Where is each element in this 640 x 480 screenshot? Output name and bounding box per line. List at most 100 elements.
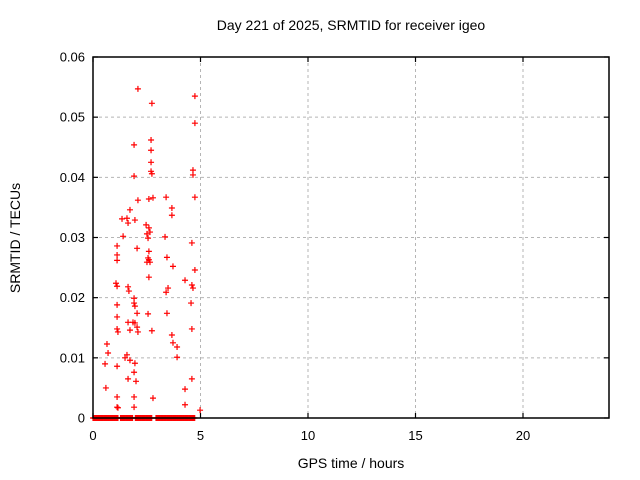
data-point [143, 221, 150, 228]
data-point [131, 369, 138, 376]
data-point [125, 375, 132, 382]
data-point [131, 319, 138, 326]
data-point [131, 404, 138, 411]
data-point [105, 350, 112, 357]
y-tick-label: 0.04 [60, 170, 85, 185]
x-tick-label: 5 [197, 428, 204, 443]
data-point [189, 285, 196, 292]
plot-border [92, 56, 610, 419]
data-point [169, 263, 176, 270]
x-tick-label: 20 [516, 428, 530, 443]
data-point [131, 141, 138, 148]
data-point [191, 266, 198, 273]
data-point [163, 254, 170, 261]
data-point [182, 277, 189, 284]
data-point [125, 319, 132, 326]
data-point [131, 303, 138, 310]
data-point [114, 325, 121, 332]
data-point [114, 313, 121, 320]
data-point [145, 274, 152, 281]
tick-labels: 0 5 10 15 20 0 0.01 0.02 0.03 0.04 0.05 0.06 [60, 50, 531, 444]
x-tick-label: 0 [89, 428, 96, 443]
data-point [114, 242, 121, 249]
data-point [148, 159, 155, 166]
data-point [131, 300, 138, 307]
data-point [148, 100, 155, 107]
data-point [102, 384, 109, 391]
data-point [163, 194, 170, 201]
data-points [90, 85, 204, 421]
data-point [174, 344, 181, 351]
data-point [168, 331, 175, 338]
data-point [163, 310, 170, 317]
data-point [114, 404, 121, 411]
y-axis-label-container: SRMTID / TECUs [2, 57, 28, 418]
data-point [148, 170, 155, 177]
chart-title: Day 221 of 2025, SRMTID for receiver ige… [216, 17, 486, 33]
y-tick-label: 0.05 [60, 110, 85, 125]
data-point [188, 325, 195, 332]
data-point [125, 283, 132, 290]
data-point [114, 257, 121, 264]
data-point [188, 239, 195, 246]
data-point [165, 285, 172, 292]
data-point [149, 194, 156, 201]
data-point [134, 324, 141, 331]
data-point [114, 251, 121, 258]
data-point [168, 205, 175, 212]
data-point [126, 327, 133, 334]
data-point [197, 407, 204, 414]
data-point [146, 229, 153, 236]
data-point [114, 363, 121, 370]
data-point [191, 194, 198, 201]
data-point [182, 386, 189, 393]
data-point [148, 147, 155, 154]
data-point [123, 351, 130, 358]
data-point [162, 233, 169, 240]
data-point [188, 300, 195, 307]
data-point [145, 195, 152, 202]
x-tick-label: 15 [408, 428, 422, 443]
data-point [163, 289, 170, 296]
data-point [120, 233, 127, 240]
data-point [126, 206, 133, 213]
data-point [131, 393, 138, 400]
data-point [103, 340, 110, 347]
data-point [113, 280, 120, 287]
data-point [143, 230, 150, 237]
data-point [134, 245, 141, 252]
y-tick-label: 0.02 [60, 290, 85, 305]
data-point [114, 404, 121, 411]
data-point [114, 283, 121, 290]
x-axis-label: GPS time / hours [297, 455, 405, 471]
data-point [125, 220, 132, 227]
data-point [123, 215, 130, 222]
data-point [133, 378, 139, 385]
data-point [182, 401, 189, 408]
data-point [168, 212, 175, 219]
data-point [131, 217, 138, 224]
data-point [191, 120, 198, 127]
data-point [174, 354, 181, 361]
data-point [119, 215, 126, 222]
data-point [122, 354, 129, 361]
data-point [146, 259, 153, 266]
data-point [125, 288, 132, 295]
data-point [134, 310, 141, 317]
data-point [145, 310, 152, 317]
data-point [126, 357, 133, 364]
data-point [188, 375, 195, 382]
data-point [145, 224, 152, 231]
data-point [188, 282, 195, 289]
data-point [145, 248, 152, 255]
data-point [148, 137, 155, 144]
data-point [149, 395, 156, 402]
data-point [169, 339, 176, 346]
grid-lines [93, 57, 609, 418]
y-tick-label: 0.03 [60, 230, 85, 245]
data-point [131, 173, 138, 180]
data-point [148, 327, 155, 334]
data-point [102, 360, 109, 367]
